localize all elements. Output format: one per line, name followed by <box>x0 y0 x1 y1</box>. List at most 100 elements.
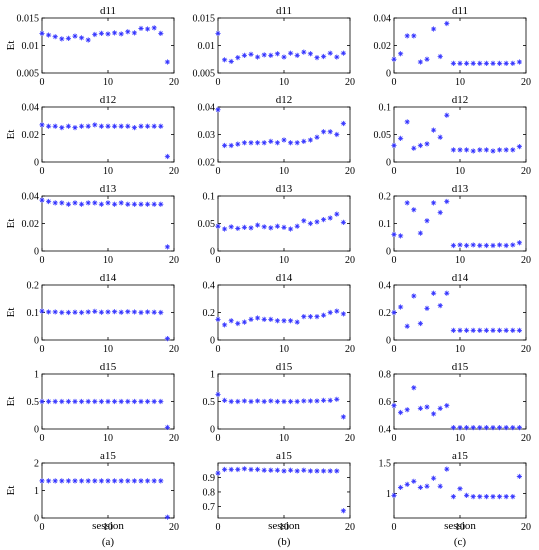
data-point <box>125 29 131 35</box>
data-point <box>510 425 516 431</box>
data-point <box>503 327 509 333</box>
data-point <box>46 398 52 405</box>
data-point <box>457 242 463 248</box>
data-point <box>301 218 307 224</box>
data-point <box>391 492 397 498</box>
data-point <box>327 468 333 474</box>
y-axis-label: Et <box>5 219 17 229</box>
data-point <box>288 398 294 405</box>
data-point <box>510 242 516 248</box>
data-point <box>340 508 346 514</box>
data-point <box>490 494 496 500</box>
data-point <box>215 391 221 397</box>
x-tick-label: 20 <box>169 77 179 88</box>
data-point <box>59 398 65 405</box>
data-point <box>105 200 111 206</box>
data-point <box>483 425 489 431</box>
data-point <box>424 141 430 147</box>
xlabel-col-b: session <box>268 520 300 532</box>
data-point <box>281 318 287 324</box>
data-point <box>268 138 274 144</box>
chart-panel-1-3: d11 0 10 20 0 0.02 0.04 <box>374 5 532 88</box>
data-point <box>125 398 131 405</box>
data-point <box>145 309 151 315</box>
data-point <box>281 468 287 474</box>
data-point <box>131 309 137 315</box>
y-tick-label: 0 <box>34 336 39 347</box>
x-tick-label: 20 <box>169 433 179 444</box>
data-point <box>464 147 470 153</box>
y-tick-label: 0 <box>386 247 391 258</box>
data-point <box>72 398 78 405</box>
y-tick-label: 0.04 <box>22 103 40 114</box>
data-point <box>294 398 300 405</box>
data-point <box>105 31 111 37</box>
data-point <box>92 398 98 405</box>
data-point <box>145 398 151 405</box>
data-point <box>65 35 71 41</box>
chart-panel-2-2: d12 0 10 20 0.02 0.03 0.04 <box>198 94 356 177</box>
data-point <box>503 242 509 249</box>
data-point <box>431 290 437 296</box>
y-tick-label: 0.05 <box>198 219 216 230</box>
chart-panel-6-2: a15 0 10 20 0.7 0.8 0.9 <box>203 450 356 533</box>
chart-title: d14 <box>276 272 293 284</box>
data-point <box>131 30 137 36</box>
data-point <box>138 309 144 316</box>
y-tick-label: 0 <box>34 247 39 258</box>
data-point <box>470 327 476 333</box>
y-tick-label: 0 <box>386 69 391 80</box>
data-point <box>52 34 58 40</box>
y-tick-label: 2 <box>34 459 39 470</box>
data-point <box>72 478 78 484</box>
data-point <box>261 467 267 473</box>
data-point <box>503 60 509 66</box>
y-tick-label: 0.1 <box>379 103 392 114</box>
data-point <box>98 30 104 36</box>
data-point <box>112 398 118 405</box>
data-point <box>131 201 137 207</box>
x-tick-label: 0 <box>40 522 45 533</box>
x-tick-label: 0 <box>40 344 45 355</box>
data-point <box>450 147 456 153</box>
x-tick-label: 20 <box>345 522 355 533</box>
y-tick-label: 0.04 <box>198 103 216 114</box>
y-tick-label: 1.5 <box>379 459 392 470</box>
data-point <box>411 33 417 39</box>
data-point <box>98 309 104 315</box>
data-point <box>52 478 58 484</box>
data-point <box>125 478 131 484</box>
data-point <box>248 398 254 405</box>
data-point <box>437 53 443 60</box>
data-point <box>98 123 104 129</box>
data-point <box>261 52 267 58</box>
data-point <box>391 231 397 238</box>
chart-panel-3-2: d13 0 10 20 0 0.05 0.1 <box>198 183 356 266</box>
data-point <box>59 36 65 42</box>
data-point <box>158 123 164 129</box>
data-point <box>431 26 437 32</box>
data-point <box>483 494 489 500</box>
data-point <box>340 120 346 127</box>
data-point <box>391 142 397 149</box>
data-point <box>490 60 496 66</box>
data-point <box>59 478 65 484</box>
x-tick-label: 0 <box>40 77 45 88</box>
data-point <box>391 403 397 409</box>
data-point <box>398 233 404 239</box>
x-tick-label: 10 <box>279 522 289 533</box>
data-point <box>235 225 241 232</box>
data-point <box>46 32 52 38</box>
data-point <box>145 201 151 207</box>
data-point <box>288 140 294 146</box>
y-tick-label: 0 <box>210 425 215 436</box>
axes-box <box>41 106 175 163</box>
y-tick-label: 0.2 <box>203 308 216 319</box>
data-point <box>65 123 71 129</box>
y-tick-label: 0 <box>210 336 215 347</box>
data-point <box>327 50 333 56</box>
data-point <box>241 319 247 325</box>
data-point <box>92 478 98 484</box>
data-point <box>248 51 254 57</box>
data-point <box>52 398 58 405</box>
